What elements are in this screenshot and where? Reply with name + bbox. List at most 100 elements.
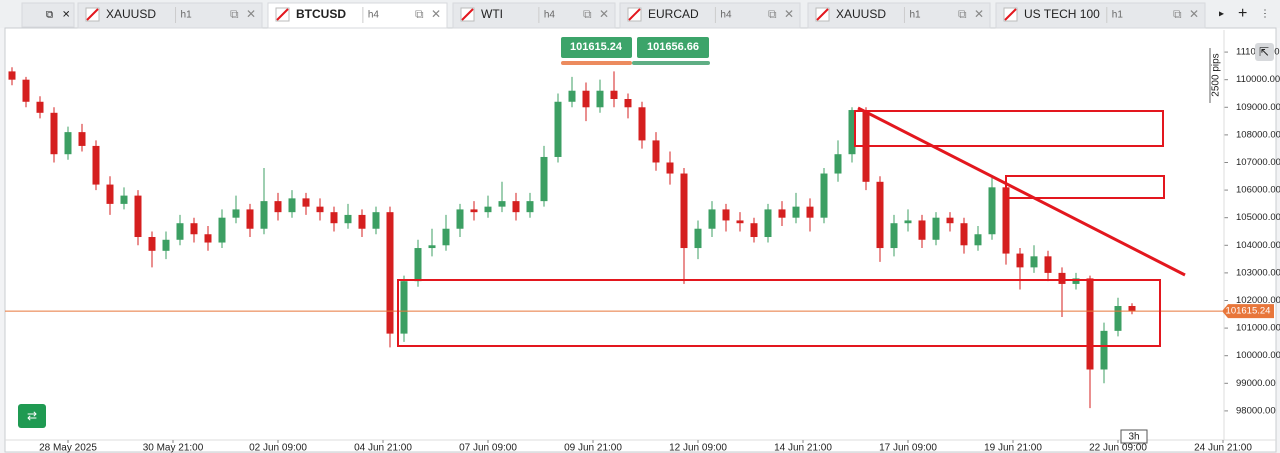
tab[interactable]: BTCUSD h4 ⧉ ✕ <box>267 2 448 29</box>
x-tick-label: 17 Jun 09:00 <box>879 443 937 453</box>
plot: 98000.00 99000.00 100000.00 101000.00 102000… <box>5 30 1280 453</box>
candle-body <box>288 198 296 213</box>
candle-body <box>470 209 478 213</box>
popout-icon[interactable]: ⧉ <box>768 7 777 21</box>
candle-body <box>848 110 856 155</box>
tab-symbol: XAUUSD <box>106 7 156 21</box>
candle-body <box>204 234 212 243</box>
candle-body <box>582 90 590 108</box>
tab-bg <box>267 2 448 29</box>
tab[interactable]: XAUUSD h1 ⧉ ✕ <box>807 2 991 29</box>
sell-badge[interactable]: 101615.24 <box>561 37 632 65</box>
candle-body <box>414 248 422 282</box>
candle-body <box>820 173 828 218</box>
scroll-right[interactable]: ▸ <box>1219 9 1224 20</box>
tab-timeframe[interactable]: h4 <box>544 10 556 21</box>
home-tab[interactable]: ⧉ ✕ <box>21 2 75 28</box>
popout-icon[interactable]: ⧉ <box>1173 7 1182 21</box>
trade-icon: ⇄ <box>27 409 37 423</box>
close-icon[interactable]: ✕ <box>1189 7 1199 21</box>
trend-line[interactable] <box>857 106 1186 277</box>
candle-body <box>708 209 716 229</box>
tab-timeframe[interactable]: h1 <box>1112 10 1124 21</box>
candle-body <box>106 184 114 204</box>
candle-body <box>596 90 604 108</box>
close-icon[interactable]: ✕ <box>62 10 70 21</box>
tab-bg <box>77 2 263 29</box>
tab[interactable]: US TECH 100 h1 ⧉ ✕ <box>995 2 1206 29</box>
candle-body <box>554 101 562 157</box>
candle-body <box>722 209 730 221</box>
zone-rectangle[interactable] <box>854 110 1164 147</box>
candle-body <box>834 154 842 174</box>
candle-body <box>918 220 926 240</box>
candle-body <box>974 234 982 246</box>
candle-body <box>22 79 30 102</box>
popout-icon[interactable]: ⧉ <box>415 7 424 21</box>
trade-button[interactable] <box>18 404 46 428</box>
candle-body <box>1058 272 1066 284</box>
candle-body <box>218 217 226 243</box>
tab-bg <box>452 2 616 29</box>
y-tick-label: 105000.00 <box>1236 212 1280 223</box>
close-icon[interactable]: ✕ <box>599 7 609 21</box>
candle-body <box>890 223 898 249</box>
close-icon[interactable]: ✕ <box>974 7 984 21</box>
price-tag: 101615.24 <box>1226 306 1271 317</box>
popout-button[interactable] <box>1255 43 1274 61</box>
candle-body <box>134 195 142 238</box>
candle-body <box>638 107 646 141</box>
close-icon[interactable]: ✕ <box>246 7 256 21</box>
buy-price: 101656.66 <box>647 41 699 53</box>
candle-body <box>932 217 940 240</box>
zone-rectangle[interactable] <box>397 279 1161 347</box>
candle-body <box>1128 306 1136 312</box>
candle-body <box>540 156 548 202</box>
y-tick-label: 106000.00 <box>1236 185 1280 196</box>
tab-bg <box>995 2 1206 29</box>
tab-timeframe[interactable]: h1 <box>181 10 193 21</box>
y-tick-label: 107000.00 <box>1236 157 1280 168</box>
badge-bg <box>637 37 709 58</box>
candle-body <box>778 209 786 218</box>
candle-body <box>36 101 44 113</box>
buy-badge[interactable]: 101656.66 <box>632 37 710 65</box>
tab-bg <box>807 2 991 29</box>
popout-icon[interactable]: ⧉ <box>46 10 53 21</box>
x-tick-label: 30 May 21:00 <box>143 443 204 453</box>
symbol-icon-slash <box>461 8 474 21</box>
sell-price: 101615.24 <box>570 41 623 53</box>
zone-rectangle[interactable] <box>1005 175 1165 199</box>
popout-icon[interactable]: ⧉ <box>230 7 239 21</box>
tab-symbol: BTCUSD <box>296 7 346 21</box>
tab[interactable]: XAUUSD h1 ⧉ ✕ <box>77 2 263 29</box>
tab[interactable]: WTI h4 ⧉ ✕ <box>452 2 616 29</box>
tab-timeframe[interactable]: h4 <box>720 10 732 21</box>
range-label: 2500 pips <box>1211 53 1222 96</box>
add-tab[interactable]: + <box>1238 5 1247 22</box>
y-tick-label: 110000.00 <box>1236 74 1280 85</box>
tab-timeframe[interactable]: h1 <box>909 10 921 21</box>
candle-body <box>260 201 268 229</box>
candle-body <box>526 201 534 213</box>
candle-body <box>120 195 128 204</box>
close-icon[interactable]: ✕ <box>784 7 794 21</box>
candle-body <box>274 201 282 213</box>
candle-body <box>806 206 814 218</box>
x-tick-label: 02 Jun 09:00 <box>249 443 307 453</box>
x-tick-label: 12 Jun 09:00 <box>669 443 727 453</box>
popout-icon[interactable]: ⧉ <box>958 7 967 21</box>
tab[interactable]: EURCAD h4 ⧉ ✕ <box>619 2 801 29</box>
tab-menu[interactable]: ⋮ <box>1260 9 1270 20</box>
popout-icon[interactable]: ⧉ <box>583 7 592 21</box>
candle-body <box>428 245 436 249</box>
close-icon[interactable]: ✕ <box>431 7 441 21</box>
x-tick-label: 19 Jun 21:00 <box>984 443 1042 453</box>
candle-body <box>904 220 912 224</box>
candle-body <box>1016 253 1024 268</box>
candle-body <box>246 209 254 229</box>
y-tick-label: 101000.00 <box>1236 323 1280 334</box>
tab-timeframe[interactable]: h4 <box>368 10 380 21</box>
